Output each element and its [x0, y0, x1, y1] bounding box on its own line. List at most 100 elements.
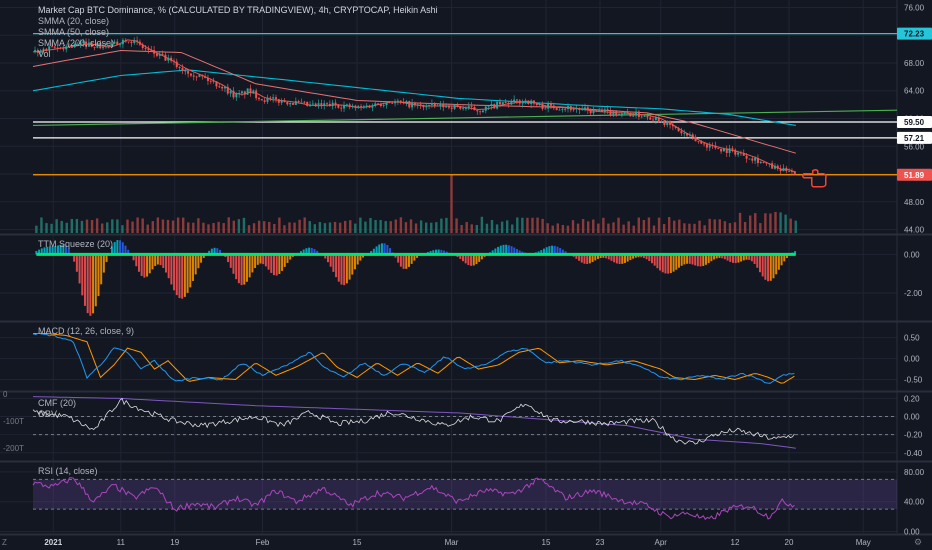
- candle: [175, 61, 178, 68]
- candle: [612, 111, 615, 116]
- candle: [396, 100, 399, 102]
- volume-bar: [116, 219, 119, 233]
- candle: [391, 102, 394, 104]
- candle: [722, 148, 725, 152]
- ttm-bar: [686, 254, 689, 264]
- candle: [124, 39, 127, 42]
- volume-bar: [430, 222, 433, 233]
- candle: [56, 47, 59, 49]
- volume-bar: [455, 218, 458, 233]
- ttm-bar: [707, 254, 710, 264]
- candle: [272, 97, 275, 99]
- volume-bar: [693, 223, 696, 233]
- volume-bar: [308, 221, 311, 233]
- candle: [297, 101, 300, 103]
- volume-bar: [75, 218, 79, 233]
- ttm-bar: [764, 254, 767, 280]
- ttm-bar: [337, 254, 340, 282]
- ttm-bar: [467, 254, 470, 266]
- ttm-bar: [183, 254, 186, 297]
- candle: [470, 106, 473, 108]
- volume-bar: [202, 222, 205, 233]
- ttm-bar: [794, 251, 797, 255]
- candle: [691, 134, 694, 137]
- ttm-bar: [51, 246, 54, 255]
- volume-bar: [136, 217, 139, 233]
- legend-smma200[interactable]: SMMA (200, close): [38, 38, 115, 48]
- candle: [184, 70, 187, 72]
- ttm-bar: [348, 254, 351, 280]
- candle: [110, 43, 113, 48]
- ttm-bar: [470, 254, 473, 266]
- volume-bar: [733, 222, 737, 233]
- x-tick-label: 12: [731, 538, 740, 547]
- candle: [377, 103, 380, 105]
- volume-bar: [222, 223, 225, 233]
- ttm-bar: [594, 254, 597, 261]
- candle: [345, 104, 348, 106]
- volume-bar: [369, 217, 372, 233]
- ttm-bar: [478, 254, 481, 262]
- volume-bar: [262, 221, 266, 233]
- volume-bar: [597, 223, 600, 233]
- ttm-bar: [394, 254, 397, 258]
- gear-icon[interactable]: ⚙: [914, 537, 923, 547]
- candle: [155, 53, 158, 56]
- candle: [501, 102, 504, 105]
- volume-bar: [35, 225, 38, 233]
- ttm-bar: [202, 254, 205, 258]
- candle: [788, 170, 791, 172]
- volume-bar: [678, 219, 681, 233]
- ttm-bar: [105, 254, 108, 262]
- candle: [161, 53, 164, 55]
- ttm-bar: [59, 244, 62, 255]
- y-tick-label: 76.00: [904, 3, 925, 12]
- pane-title-ttm[interactable]: TTM Squeeze (20): [38, 239, 114, 249]
- y-tick-label: 44.00: [904, 226, 925, 235]
- candle: [206, 77, 209, 81]
- sub-tick-label: 40.00: [904, 498, 925, 507]
- candle: [36, 50, 39, 53]
- ttm-bar: [699, 254, 702, 267]
- ttm-bar: [745, 254, 748, 260]
- candle: [317, 103, 320, 106]
- candle: [226, 86, 229, 94]
- corner-label[interactable]: Z: [2, 538, 7, 547]
- volume-bar: [126, 219, 129, 233]
- pane-title-macd[interactable]: MACD (12, 26, close, 9): [38, 326, 135, 336]
- candle: [606, 109, 609, 111]
- legend-vol[interactable]: Vol: [38, 49, 51, 59]
- volume-bar: [399, 217, 403, 233]
- candle: [235, 93, 238, 98]
- candle: [334, 102, 337, 105]
- pane-title-rsi[interactable]: RSI (14, close): [38, 466, 98, 476]
- ttm-bar: [305, 248, 308, 255]
- ttm-bar: [81, 254, 84, 296]
- ttm-bar: [124, 245, 127, 255]
- volume-bar: [642, 220, 646, 233]
- candle: [725, 148, 728, 153]
- ttm-bar: [610, 254, 613, 261]
- volume-bar: [713, 219, 716, 233]
- legend-smma50[interactable]: SMMA (50, close): [38, 27, 110, 37]
- volume-bar: [617, 217, 620, 233]
- legend-smma20[interactable]: SMMA (20, close): [38, 16, 110, 26]
- candle: [586, 107, 589, 111]
- ttm-bar: [405, 254, 408, 269]
- candle: [581, 108, 584, 110]
- ttm-bar: [38, 249, 41, 255]
- ttm-bar: [240, 254, 243, 286]
- volume-bar: [328, 222, 332, 233]
- volume-bar: [354, 223, 357, 233]
- candle: [394, 101, 397, 104]
- pane-title-cmf[interactable]: CMF (20): [38, 398, 76, 408]
- volume-bar: [662, 224, 666, 233]
- volume-bar: [637, 217, 641, 233]
- pane-title-obv[interactable]: OBV: [38, 409, 58, 419]
- candle: [328, 103, 331, 107]
- candle: [170, 57, 173, 61]
- candle: [45, 48, 48, 51]
- volume-bar: [181, 217, 185, 233]
- candle: [450, 107, 453, 109]
